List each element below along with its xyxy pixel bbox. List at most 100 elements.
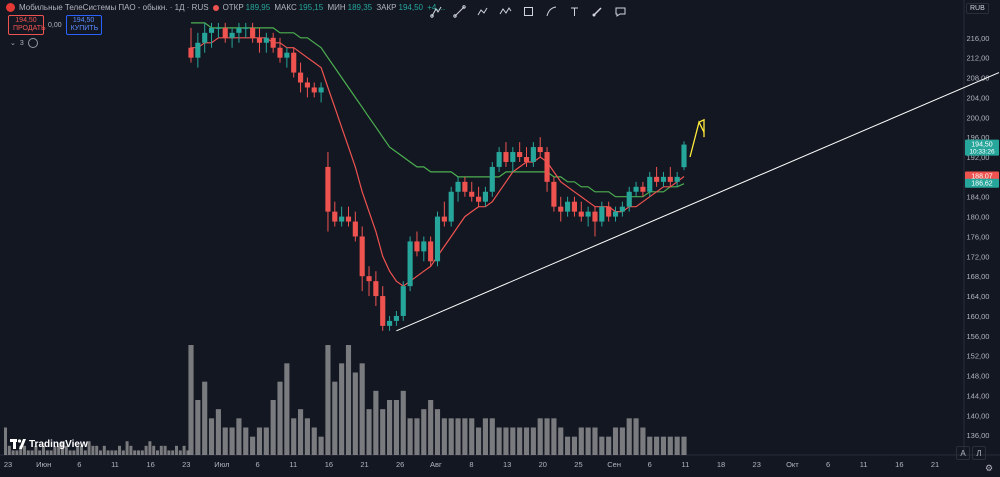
x-tick-label: 16 bbox=[325, 460, 333, 469]
candle-body bbox=[373, 281, 379, 297]
volume-bar bbox=[674, 436, 680, 455]
candle-body bbox=[647, 176, 653, 192]
candle-body bbox=[366, 276, 372, 282]
curve-icon[interactable] bbox=[543, 3, 560, 20]
y-tick-label: 216,00 bbox=[967, 34, 990, 43]
pointer-icon[interactable] bbox=[428, 3, 445, 20]
volume-bar bbox=[121, 450, 125, 455]
volume-bar bbox=[626, 418, 632, 455]
symbol-title[interactable]: Мобильные ТелеСистемы ПАО - обыкн. · 1Д … bbox=[19, 3, 209, 12]
close-label: ЗАКР bbox=[376, 3, 397, 12]
volume-bar bbox=[352, 372, 358, 455]
x-tick-label: 6 bbox=[77, 460, 81, 469]
price-label: 186,62 bbox=[971, 181, 993, 188]
sell-label: ПРОДАТЬ bbox=[13, 25, 46, 32]
y-tick-label: 160,00 bbox=[967, 312, 990, 321]
volume-bar bbox=[152, 445, 156, 455]
volume-bar bbox=[202, 381, 208, 455]
volume-bar bbox=[91, 445, 95, 455]
volume-bar bbox=[80, 445, 83, 455]
volume-bar bbox=[11, 450, 15, 455]
volume-bar bbox=[175, 445, 178, 455]
candle-body bbox=[558, 206, 564, 212]
candle-body bbox=[640, 186, 646, 192]
candle-body bbox=[523, 157, 530, 162]
volume-bar bbox=[171, 450, 175, 455]
candle-body bbox=[476, 196, 482, 202]
volume-bar bbox=[186, 450, 190, 455]
indicators-toggle[interactable]: ⌄ 3 bbox=[10, 38, 38, 48]
auto-scale-button[interactable]: A bbox=[956, 446, 970, 460]
y-tick-label: 180,00 bbox=[967, 213, 990, 222]
x-tick-label: 18 bbox=[717, 460, 725, 469]
trendline-icon[interactable] bbox=[451, 3, 468, 20]
candle-body bbox=[222, 27, 228, 38]
volume-bar bbox=[163, 445, 167, 455]
zigzag-icon[interactable] bbox=[497, 3, 514, 20]
volume-bar bbox=[114, 450, 118, 455]
volume-bar bbox=[99, 450, 102, 455]
volume-bar bbox=[76, 445, 80, 455]
x-tick-label: 26 bbox=[396, 460, 404, 469]
log-scale-button[interactable]: Л bbox=[972, 446, 986, 460]
volume-bar bbox=[585, 427, 591, 455]
brush-tool-icon[interactable] bbox=[589, 3, 606, 20]
y-tick-label: 184,00 bbox=[967, 193, 990, 202]
sell-button[interactable]: 194,50 ПРОДАТЬ bbox=[8, 15, 46, 35]
indicators-count: 3 bbox=[19, 39, 24, 47]
volume-bar bbox=[366, 409, 372, 455]
y-tick-label: 148,00 bbox=[967, 372, 990, 381]
brush-icon[interactable] bbox=[474, 3, 491, 20]
candle-body bbox=[270, 37, 276, 48]
volume-bar bbox=[182, 445, 186, 455]
volume-bar bbox=[619, 427, 625, 455]
text-icon[interactable] bbox=[566, 3, 583, 20]
volume-bar bbox=[19, 445, 23, 455]
ma-slow-line bbox=[191, 22, 685, 198]
gear-icon[interactable]: ⚙ bbox=[985, 463, 994, 473]
candle-body bbox=[229, 32, 235, 38]
buy-button[interactable]: 194,50 КУПИТЬ bbox=[65, 15, 102, 35]
x-tick-label: 21 bbox=[931, 460, 939, 469]
candle-body bbox=[578, 211, 584, 217]
x-tick-label: Сен bbox=[607, 460, 621, 469]
volume-bar bbox=[229, 427, 235, 455]
candle-body bbox=[681, 144, 687, 168]
ohlc-values: ОТКР 189,95 МАКС 195,15 МИН 189,35 ЗАКР 194,… bbox=[223, 3, 448, 12]
comment-icon[interactable] bbox=[612, 3, 629, 20]
volume-bar bbox=[578, 427, 584, 455]
buy-price: 194,50 bbox=[72, 17, 95, 24]
eye-icon[interactable] bbox=[27, 38, 38, 48]
sell-price: 194,50 bbox=[15, 17, 37, 24]
forecast-arrow bbox=[689, 120, 705, 158]
volume-bar bbox=[510, 427, 516, 455]
volume-bar bbox=[544, 418, 550, 455]
y-tick-label: 164,00 bbox=[967, 292, 990, 301]
y-tick-label: 212,00 bbox=[967, 54, 990, 63]
candle-body bbox=[544, 152, 550, 182]
volume-bar bbox=[400, 390, 406, 455]
volume-bar bbox=[144, 445, 148, 455]
volume-bar bbox=[517, 427, 523, 455]
candle-body bbox=[263, 37, 269, 43]
volume-bar bbox=[297, 409, 304, 455]
volume-bar bbox=[373, 390, 379, 455]
candle-body bbox=[434, 216, 441, 262]
rectangle-icon[interactable] bbox=[520, 3, 537, 20]
volume-bar bbox=[448, 418, 454, 455]
buy-label: КУПИТЬ bbox=[70, 25, 99, 32]
candle-body bbox=[633, 186, 639, 192]
symbol-logo-icon bbox=[6, 3, 15, 12]
candle-body bbox=[660, 176, 667, 182]
price-label-time: 10:33:26 bbox=[969, 149, 995, 156]
candle-body bbox=[359, 236, 365, 277]
currency-selector[interactable]: RUB bbox=[966, 3, 989, 14]
tradingview-name: TradingView bbox=[29, 439, 88, 450]
candle-body bbox=[482, 191, 488, 202]
y-tick-label: 140,00 bbox=[967, 411, 990, 420]
volume-bar bbox=[489, 418, 495, 455]
volume-bar bbox=[208, 418, 215, 455]
x-tick-label: 11 bbox=[860, 460, 868, 469]
volume-bar bbox=[647, 436, 653, 455]
